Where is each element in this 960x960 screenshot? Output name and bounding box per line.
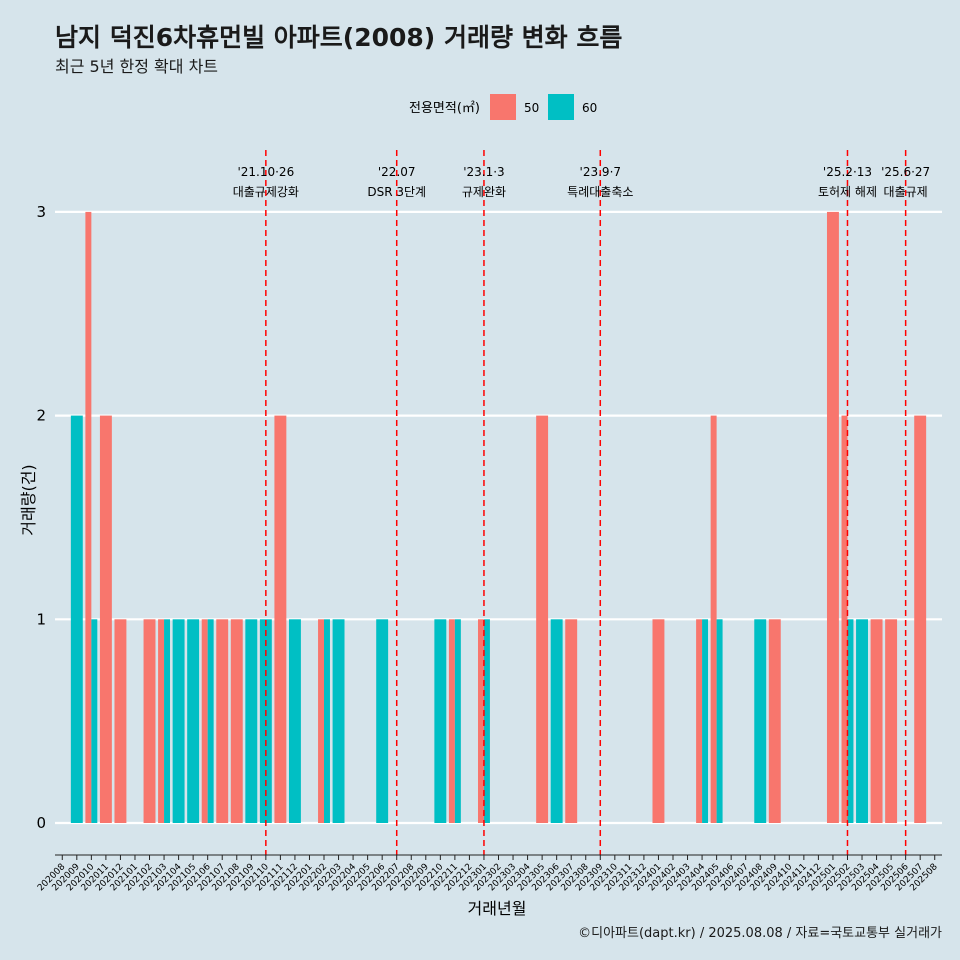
y-tick-label-0: 0 [36,814,46,832]
x-axis: 2020082020092020102020112020122021012021… [36,854,942,893]
bar-202103-50 [158,619,165,823]
legend: 전용면적(㎡) 50 60 [409,94,597,120]
bar-202202-60 [324,619,330,823]
annotation-date-202309: '23.9·7 [580,165,621,179]
bar-202206-60 [376,619,389,823]
annotation-label-202110: 대출규제강화 [233,185,299,199]
bar-202504-50 [870,619,883,823]
annotation-label-202301: 규제완화 [462,185,506,199]
bar-202409-50 [768,619,781,823]
annotation-date-202207: '22.07 [378,165,416,179]
annotation-label-202207: DSR 3단계 [367,185,426,199]
bars [70,211,927,823]
bar-202505-50 [885,619,898,823]
bar-202404-50 [696,619,703,823]
bar-202102-50 [143,619,156,823]
y-tick-label-2: 2 [36,407,46,425]
y-tick-label-1: 1 [36,610,46,628]
bar-202104-60 [172,619,185,823]
y-tick-label-3: 3 [36,203,46,221]
bar-202103-60 [164,619,171,823]
bar-202305-50 [536,415,549,823]
x-axis-title: 거래년월 [468,899,527,918]
bar-202502-60 [847,619,854,823]
bar-202405-60 [716,619,723,823]
bar-202501-50 [826,211,839,823]
bar-202011-50 [99,415,112,823]
annotation-date-202301: '23.1·3 [463,165,504,179]
chart-subtitle: 최근 5년 한정 확대 차트 [55,57,219,76]
bar-202211-60 [454,619,461,823]
bar-202010-60 [91,619,98,823]
chart-title: 남지 덕진6차휴먼빌 아파트(2008) 거래량 변화 흐름 [55,23,623,52]
bar-202210-60 [434,619,447,823]
bar-202211-50 [448,619,455,823]
legend-swatch-60 [548,94,574,120]
bar-202502-50 [841,415,848,823]
bar-202503-60 [856,619,868,823]
bar-202405-50 [710,415,717,823]
bar-202404-60 [702,619,709,823]
legend-title: 전용면적(㎡) [409,101,480,116]
bar-202012-50 [114,619,127,823]
bar-202112-60 [288,619,301,823]
annotation-label-202502: 토허제 해제 [818,185,877,199]
bar-202106-60 [207,619,214,823]
bar-202109-60 [245,619,258,823]
bar-202010-50 [85,211,92,823]
bar-202306-60 [550,619,563,823]
bar-202307-50 [565,619,578,823]
annotation-label-202506: 대출규제 [884,185,928,199]
annotations: '21.10·26 대출규제강화 '22.07 DSR 3단계 '23.1·3 규제완화 '… [233,150,930,855]
annotation-date-202502: '25.2·13 [823,165,872,179]
legend-label-50: 50 [524,101,539,115]
y-axis-title: 거래량(건) [19,464,38,535]
annotation-date-202506: '25.6·27 [881,165,930,179]
bar-202111-50 [274,415,287,823]
legend-swatch-50 [490,94,516,120]
bar-202106-50 [201,619,208,823]
bar-202108-50 [230,619,243,823]
bar-202507-50 [914,415,927,823]
y-axis: 0 1 2 3 [36,203,46,832]
bar-202408-60 [754,619,767,823]
bar-202401-50 [652,619,665,823]
annotation-label-202309: 특례대출축소 [567,185,633,199]
bar-202301-60 [483,619,490,823]
bar-202301-50 [477,619,484,823]
bar-202105-60 [187,619,200,823]
annotation-date-202110: '21.10·26 [237,165,294,179]
bar-202203-60 [332,619,345,823]
bar-202202-50 [318,619,325,823]
source-caption: ©디아파트(dapt.kr) / 2025.08.08 / 자료=국토교통부 실… [578,926,942,941]
legend-label-60: 60 [582,101,597,115]
bar-202009-60 [70,415,83,823]
bar-202107-50 [216,619,229,823]
